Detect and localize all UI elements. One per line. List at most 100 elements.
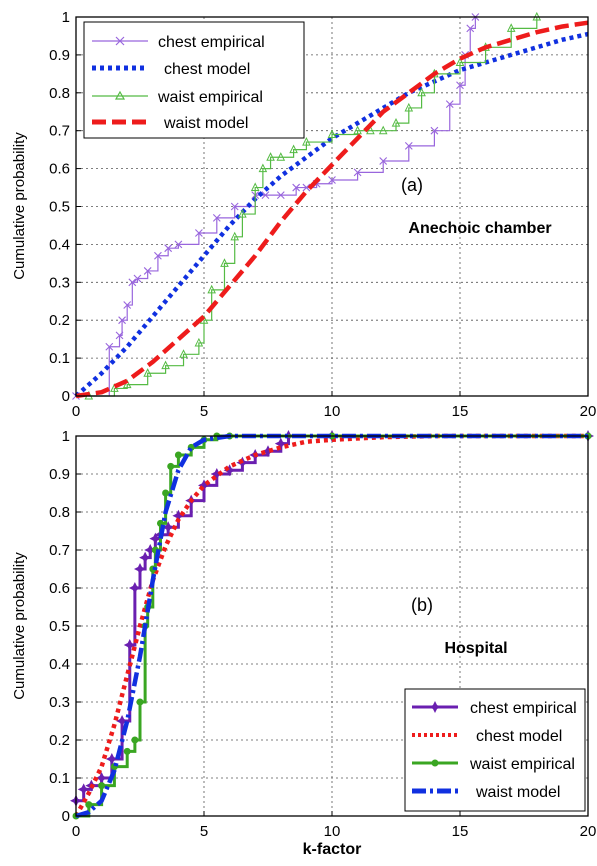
- data-point-a-chest-empirical: [164, 244, 173, 253]
- data-point-a-chest-empirical: [276, 191, 285, 200]
- x-tick-label-a: 10: [324, 403, 341, 420]
- data-point-a-chest-empirical: [456, 81, 464, 90]
- y-tick-label-b: 0: [62, 808, 70, 825]
- data-point-b-waist-empirical: [123, 747, 131, 755]
- panel-label-b: (b): [411, 595, 433, 615]
- data-point-b-chest-empirical: [198, 479, 210, 492]
- data-point-a-chest-empirical: [133, 274, 142, 283]
- panel-b: 0 5 10 15 20 0 0.1 0.2 0.3 0.4 0.5 0.6 0.7 0.8 0.9 1 Cu…: [11, 428, 596, 858]
- data-point-a-chest-empirical: [115, 331, 124, 340]
- data-point-b-chest-empirical: [123, 639, 136, 651]
- data-point-a-waist-empirical: [122, 379, 132, 389]
- panel-label-a: (a): [401, 175, 423, 195]
- legend-item-b-waist-empirical: waist empirical: [412, 756, 575, 773]
- legend-label-b-chest-empirical: chest empirical: [470, 700, 577, 717]
- data-point-a-chest-empirical: [123, 301, 132, 309]
- data-point-b-waist-empirical: [162, 489, 170, 497]
- y-tick-label-a: 0.6: [49, 161, 70, 178]
- x-axis-label-b: k-factor: [303, 841, 362, 858]
- data-point-b-chest-empirical: [223, 464, 236, 477]
- legend-a: chest empirical chest model waist empiri…: [83, 21, 305, 139]
- y-tick-label-a: 1: [62, 9, 70, 26]
- data-point-a-waist-empirical: [258, 163, 268, 173]
- ticks-a: 0 5 10 15 20 0 0.1 0.2 0.3 0.4 0.5 0.6 0.7 0.8 0.9 1: [49, 9, 596, 420]
- data-point-a-chest-empirical: [466, 24, 475, 33]
- y-tick-label-b: 0.3: [49, 694, 70, 711]
- data-point-a-chest-empirical: [445, 100, 454, 109]
- y-tick-label-b: 0.9: [49, 466, 70, 483]
- y-tick-label-a: 0: [62, 388, 70, 405]
- data-point-b-waist-empirical: [85, 801, 93, 809]
- data-point-a-chest-empirical: [292, 183, 301, 192]
- data-point-a-waist-empirical: [179, 349, 188, 358]
- data-point-a-waist-empirical: [207, 284, 216, 294]
- data-point-b-waist-empirical: [167, 462, 175, 470]
- y-tick-label-a: 0.7: [49, 123, 70, 140]
- data-point-b-chest-empirical: [262, 445, 274, 458]
- data-point-a-waist-empirical: [417, 87, 426, 97]
- data-point-a-chest-empirical: [261, 191, 270, 200]
- x-tick-label-b: 10: [324, 823, 341, 840]
- data-point-a-waist-empirical: [161, 360, 170, 370]
- annotation-b: Hospital: [444, 640, 507, 657]
- data-point-a-chest-empirical: [230, 202, 239, 211]
- data-point-a-waist-empirical: [238, 208, 247, 218]
- data-point-a-waist-empirical: [289, 144, 298, 154]
- y-tick-label-b: 1: [62, 428, 70, 445]
- ticks-b: 0 5 10 15 20 0 0.1 0.2 0.3 0.4 0.5 0.6 0.7 0.8 0.9 1: [49, 428, 596, 840]
- data-point-b-chest-empirical: [95, 772, 108, 784]
- y-tick-label-a: 0.9: [49, 47, 70, 64]
- data-point-a-chest-empirical: [353, 168, 362, 177]
- panel-a: 0 5 10 15 20 0 0.1 0.2 0.3 0.4 0.5 0.6 0.7 0.8 0.9 1 Cu…: [11, 9, 596, 420]
- data-point-a-chest-empirical: [194, 229, 203, 237]
- data-point-a-waist-empirical: [220, 258, 229, 267]
- data-point-a-chest-empirical: [105, 342, 114, 351]
- data-point-a-waist-empirical: [143, 368, 152, 377]
- data-point-a-chest-empirical: [143, 267, 152, 275]
- legend-marker-a-waist-empirical: [114, 90, 126, 100]
- data-point-b-chest-empirical: [210, 468, 223, 480]
- data-point-a-waist-empirical: [194, 337, 204, 347]
- x-tick-label-b: 5: [200, 823, 208, 840]
- x-tick-label-a: 20: [580, 403, 597, 420]
- data-point-a-waist-empirical: [327, 129, 337, 138]
- y-tick-label-a: 0.4: [49, 236, 70, 253]
- data-point-b-waist-empirical: [174, 451, 182, 459]
- legend-label-a-chest-empirical: chest empirical: [158, 34, 265, 51]
- y-tick-label-a: 0.2: [49, 312, 70, 329]
- legend-label-b-waist-empirical: waist empirical: [469, 756, 575, 773]
- data-point-b-chest-empirical: [172, 509, 185, 522]
- legend-item-b-waist-model: waist model: [412, 784, 560, 801]
- x-tick-label-a: 15: [452, 403, 469, 420]
- legend-label-a-waist-empirical: waist empirical: [157, 89, 263, 106]
- series-line-a-waist-model: [75, 20, 589, 399]
- legend-marker-b-chest-empirical: [429, 701, 441, 713]
- data-point-b-chest-empirical: [128, 582, 141, 594]
- data-point-a-chest-empirical: [174, 240, 183, 249]
- data-point-b-chest-empirical: [144, 544, 157, 556]
- axes-frame-a: [75, 16, 589, 397]
- x-tick-label-b: 0: [72, 823, 80, 840]
- y-axis-label-a: Cumulative probability: [11, 132, 28, 280]
- y-tick-label-b: 0.8: [49, 504, 70, 521]
- data-point-a-chest-empirical: [212, 213, 221, 222]
- legend-item-b-chest-model: chest model: [412, 728, 562, 745]
- x-tick-label-a: 5: [200, 403, 208, 420]
- y-axis-label-b: Cumulative probability: [11, 552, 28, 700]
- data-point-a-waist-empirical: [276, 152, 286, 161]
- series-a: [72, 11, 589, 400]
- data-point-b-chest-empirical: [116, 715, 129, 727]
- data-point-a-waist-empirical: [404, 102, 414, 112]
- y-tick-label-b: 0.6: [49, 580, 70, 597]
- legend-item-a-waist-empirical: waist empirical: [92, 89, 263, 106]
- y-tick-label-a: 0.5: [49, 199, 70, 216]
- data-point-a-waist-empirical: [302, 136, 311, 146]
- data-point-a-waist-empirical: [391, 118, 401, 127]
- x-tick-label-a: 0: [72, 403, 80, 420]
- data-point-b-chest-empirical: [149, 532, 162, 545]
- data-point-b-waist-empirical: [136, 698, 144, 706]
- y-tick-label-b: 0.1: [49, 770, 70, 787]
- y-tick-label-b: 0.7: [49, 542, 70, 559]
- annotation-a: Anechoic chamber: [408, 220, 551, 237]
